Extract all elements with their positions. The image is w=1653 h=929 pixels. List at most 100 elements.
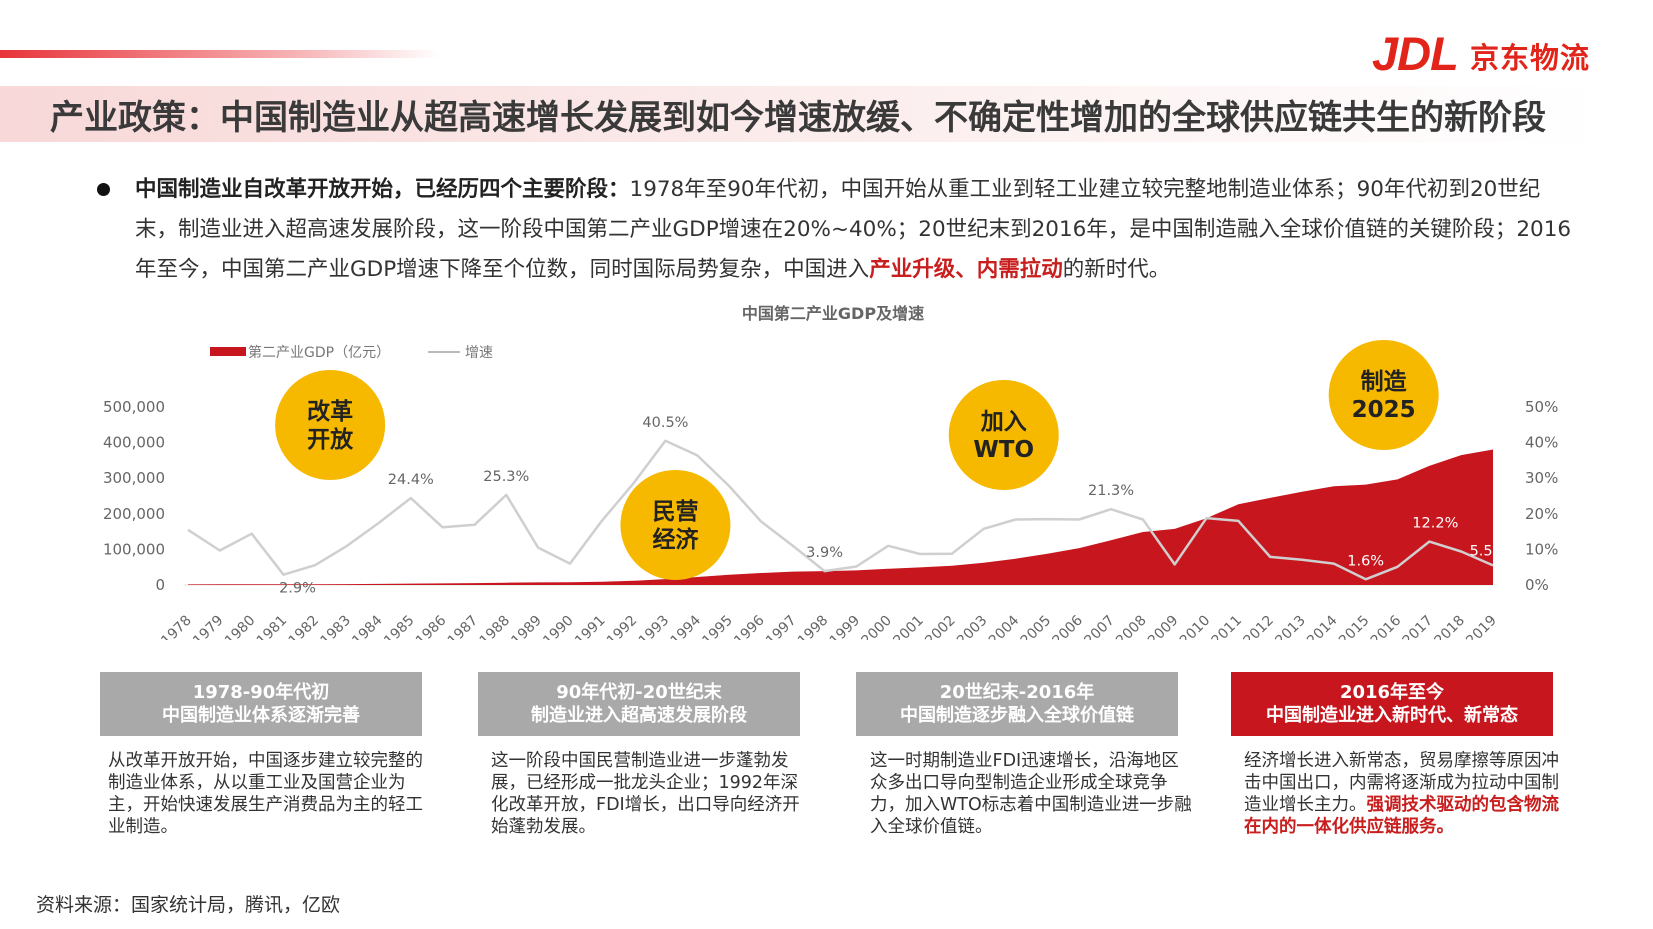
- stage-header-4: 2016年至今 中国制造业进入新时代、新常态: [1231, 672, 1553, 736]
- y-right-tick-label: 40%: [1525, 434, 1558, 452]
- milestone-label: 经济: [652, 526, 699, 553]
- x-tick-label: 1993: [636, 613, 673, 640]
- milestone-label: WTO: [973, 437, 1034, 463]
- x-tick-label: 2018: [1431, 613, 1468, 640]
- intro-text: 1978年至90年代初，中国开始从重工业到轻工业建立较完整地制造业体系；90年代…: [135, 177, 1572, 282]
- x-tick-label: 1996: [731, 612, 768, 640]
- x-tick-label: 1983: [317, 613, 354, 640]
- x-tick-label: 1989: [508, 613, 545, 640]
- stage-body-4: 经济增长进入新常态，贸易摩擦等原因冲击中国出口，内需将逐渐成为拉动中国制造业增长…: [1244, 750, 1566, 838]
- y-right-tick-label: 30%: [1525, 469, 1558, 487]
- gdp-area-series: [188, 449, 1493, 585]
- chart-title: 中国第二产业GDP及增速: [742, 304, 924, 323]
- stage-header-4-line1: 2016年至今: [1339, 682, 1445, 703]
- milestone-label: 开放: [307, 426, 354, 453]
- x-tick-label: 1985: [381, 613, 418, 640]
- stage-header-1: 1978-90年代初 中国制造业体系逐渐完善: [100, 672, 422, 736]
- x-tick-label: 2012: [1241, 613, 1278, 640]
- y-left-tick-label: 100,000: [103, 540, 165, 558]
- y-left-tick-label: 400,000: [103, 434, 165, 452]
- data-label: 21.3%: [1088, 483, 1134, 499]
- stage-body-2: 这一阶段中国民营制造业进一步蓬勃发展，已经形成一批龙头企业；1992年深化改革开…: [491, 751, 800, 837]
- milestone-label: 制造: [1361, 369, 1408, 395]
- x-tick-label: 1982: [286, 613, 323, 640]
- data-label: 1.6%: [1347, 553, 1384, 569]
- stage-header-3-line1: 20世纪末-2016年: [939, 682, 1095, 703]
- stage-header-1-line1: 1978-90年代初: [192, 682, 330, 703]
- x-tick-label: 2013: [1272, 613, 1309, 640]
- x-tick-label: 2010: [1177, 613, 1214, 640]
- x-tick-label: 2001: [890, 613, 927, 640]
- x-tick-label: 2007: [1081, 613, 1118, 640]
- x-tick-label: 2019: [1463, 613, 1500, 640]
- data-label: 5.5%: [1470, 543, 1507, 559]
- x-tick-label: 2015: [1336, 613, 1373, 640]
- y-left-tick-label: 200,000: [103, 505, 165, 523]
- logo-text: 京东物流: [1470, 41, 1591, 75]
- x-tick-label: 1988: [477, 613, 514, 640]
- stage-body-1: 从改革开放开始，中国逐步建立较完整的制造业体系，从以重工业及国营企业为主，开始快…: [108, 751, 423, 837]
- x-tick-label: 2017: [1400, 613, 1437, 640]
- y-right-tick-label: 10%: [1525, 540, 1558, 558]
- y-right-tick-label: 20%: [1525, 505, 1558, 523]
- intro-tail: 的新时代。: [1062, 257, 1171, 282]
- milestone-label: 改革: [307, 399, 353, 425]
- milestone-bubble: [620, 470, 731, 580]
- stage-header-2: 90年代初-20世纪末 制造业进入超高速发展阶段: [478, 672, 800, 736]
- x-tick-label: 1995: [699, 613, 736, 640]
- stage-body-3: 这一时期制造业FDI迅速增长，沿海地区众多出口导向型制造企业形成全球竞争力，加入…: [870, 751, 1192, 837]
- stage-body-4-text: 经济增长进入新常态，贸易摩擦等原因冲击中国出口，内需将逐渐成为拉动中国制造业增长…: [1244, 751, 1559, 815]
- y-right-tick-label: 50%: [1525, 398, 1558, 416]
- y-left-tick-label: 300,000: [103, 469, 165, 487]
- growth-line-series: [187, 439, 1494, 581]
- stage-header-3-line2: 中国制造逐步融入全球价值链: [900, 705, 1134, 726]
- milestone-bubble: [1328, 340, 1439, 450]
- stage-header-1-line2: 中国制造业体系逐渐完善: [162, 705, 360, 726]
- intro-lead: 中国制造业自改革开放开始，已经历四个主要阶段：: [135, 177, 630, 202]
- title-band: [0, 86, 1600, 142]
- milestone-label: 民营: [652, 499, 698, 525]
- legend-area-swatch: [210, 347, 246, 356]
- x-tick-label: 1990: [540, 613, 577, 640]
- x-tick-label: 2002: [922, 613, 959, 640]
- x-tick-label: 2011: [1209, 613, 1246, 640]
- x-tick-label: 1999: [827, 613, 864, 640]
- legend-line-label: 增速: [465, 345, 493, 361]
- x-tick-label: 1997: [763, 613, 800, 640]
- gdp-chart: 中国第二产业GDP及增速 第二产业GDP（亿元） 增速 500,000 400,000 3…: [0, 300, 1653, 640]
- x-tick-label: 1991: [572, 613, 609, 640]
- x-tick-label: 1986: [413, 612, 450, 640]
- x-tick-label: 1980: [222, 613, 259, 640]
- y-right-tick-label: 0%: [1525, 576, 1549, 594]
- data-label: 24.4%: [388, 472, 434, 488]
- x-tick-label: 2009: [1145, 613, 1182, 640]
- y-left-tick-label: 0: [155, 576, 165, 594]
- jdl-logo: JDL 京东物流: [1372, 26, 1622, 80]
- stage-header-2-line2: 制造业进入超高速发展阶段: [531, 705, 747, 726]
- milestone-label: 2025: [1352, 397, 1416, 423]
- intro-paragraph: 中国制造业自改革开放开始，已经历四个主要阶段：1978年至90年代初，中国开始从…: [135, 170, 1575, 290]
- x-tick-label: 1979: [190, 613, 227, 640]
- x-tick-label: 2005: [1018, 613, 1055, 640]
- x-tick-label: 1981: [254, 613, 291, 640]
- x-tick-label: 2014: [1304, 612, 1341, 640]
- header-accent-stripe: [0, 50, 440, 58]
- data-label: 2.9%: [279, 581, 316, 597]
- stage-header-2-line1: 90年代初-20世纪末: [556, 682, 722, 703]
- milestone-bubble: [948, 380, 1059, 490]
- intro-highlight: 产业升级、内需拉动: [869, 257, 1063, 282]
- legend-area-label: 第二产业GDP（亿元）: [248, 344, 390, 361]
- x-tick-label: 1978: [158, 613, 195, 640]
- stage-header-4-line2: 中国制造业进入新时代、新常态: [1266, 705, 1518, 726]
- data-label: 3.9%: [806, 545, 843, 561]
- data-label: 40.5%: [642, 415, 688, 431]
- bullet-icon: [97, 183, 110, 196]
- x-tick-label: 2000: [859, 613, 896, 640]
- stage-header-3: 20世纪末-2016年 中国制造逐步融入全球价值链: [856, 672, 1178, 736]
- x-tick-label: 2004: [986, 612, 1023, 640]
- milestone-bubble: [275, 370, 386, 480]
- x-tick-label: 1992: [604, 613, 641, 640]
- page-title: 产业政策：中国制造业从超高速增长发展到如今增速放缓、不确定性增加的全球供应链共生…: [50, 98, 1546, 138]
- x-tick-label: 1994: [668, 612, 705, 640]
